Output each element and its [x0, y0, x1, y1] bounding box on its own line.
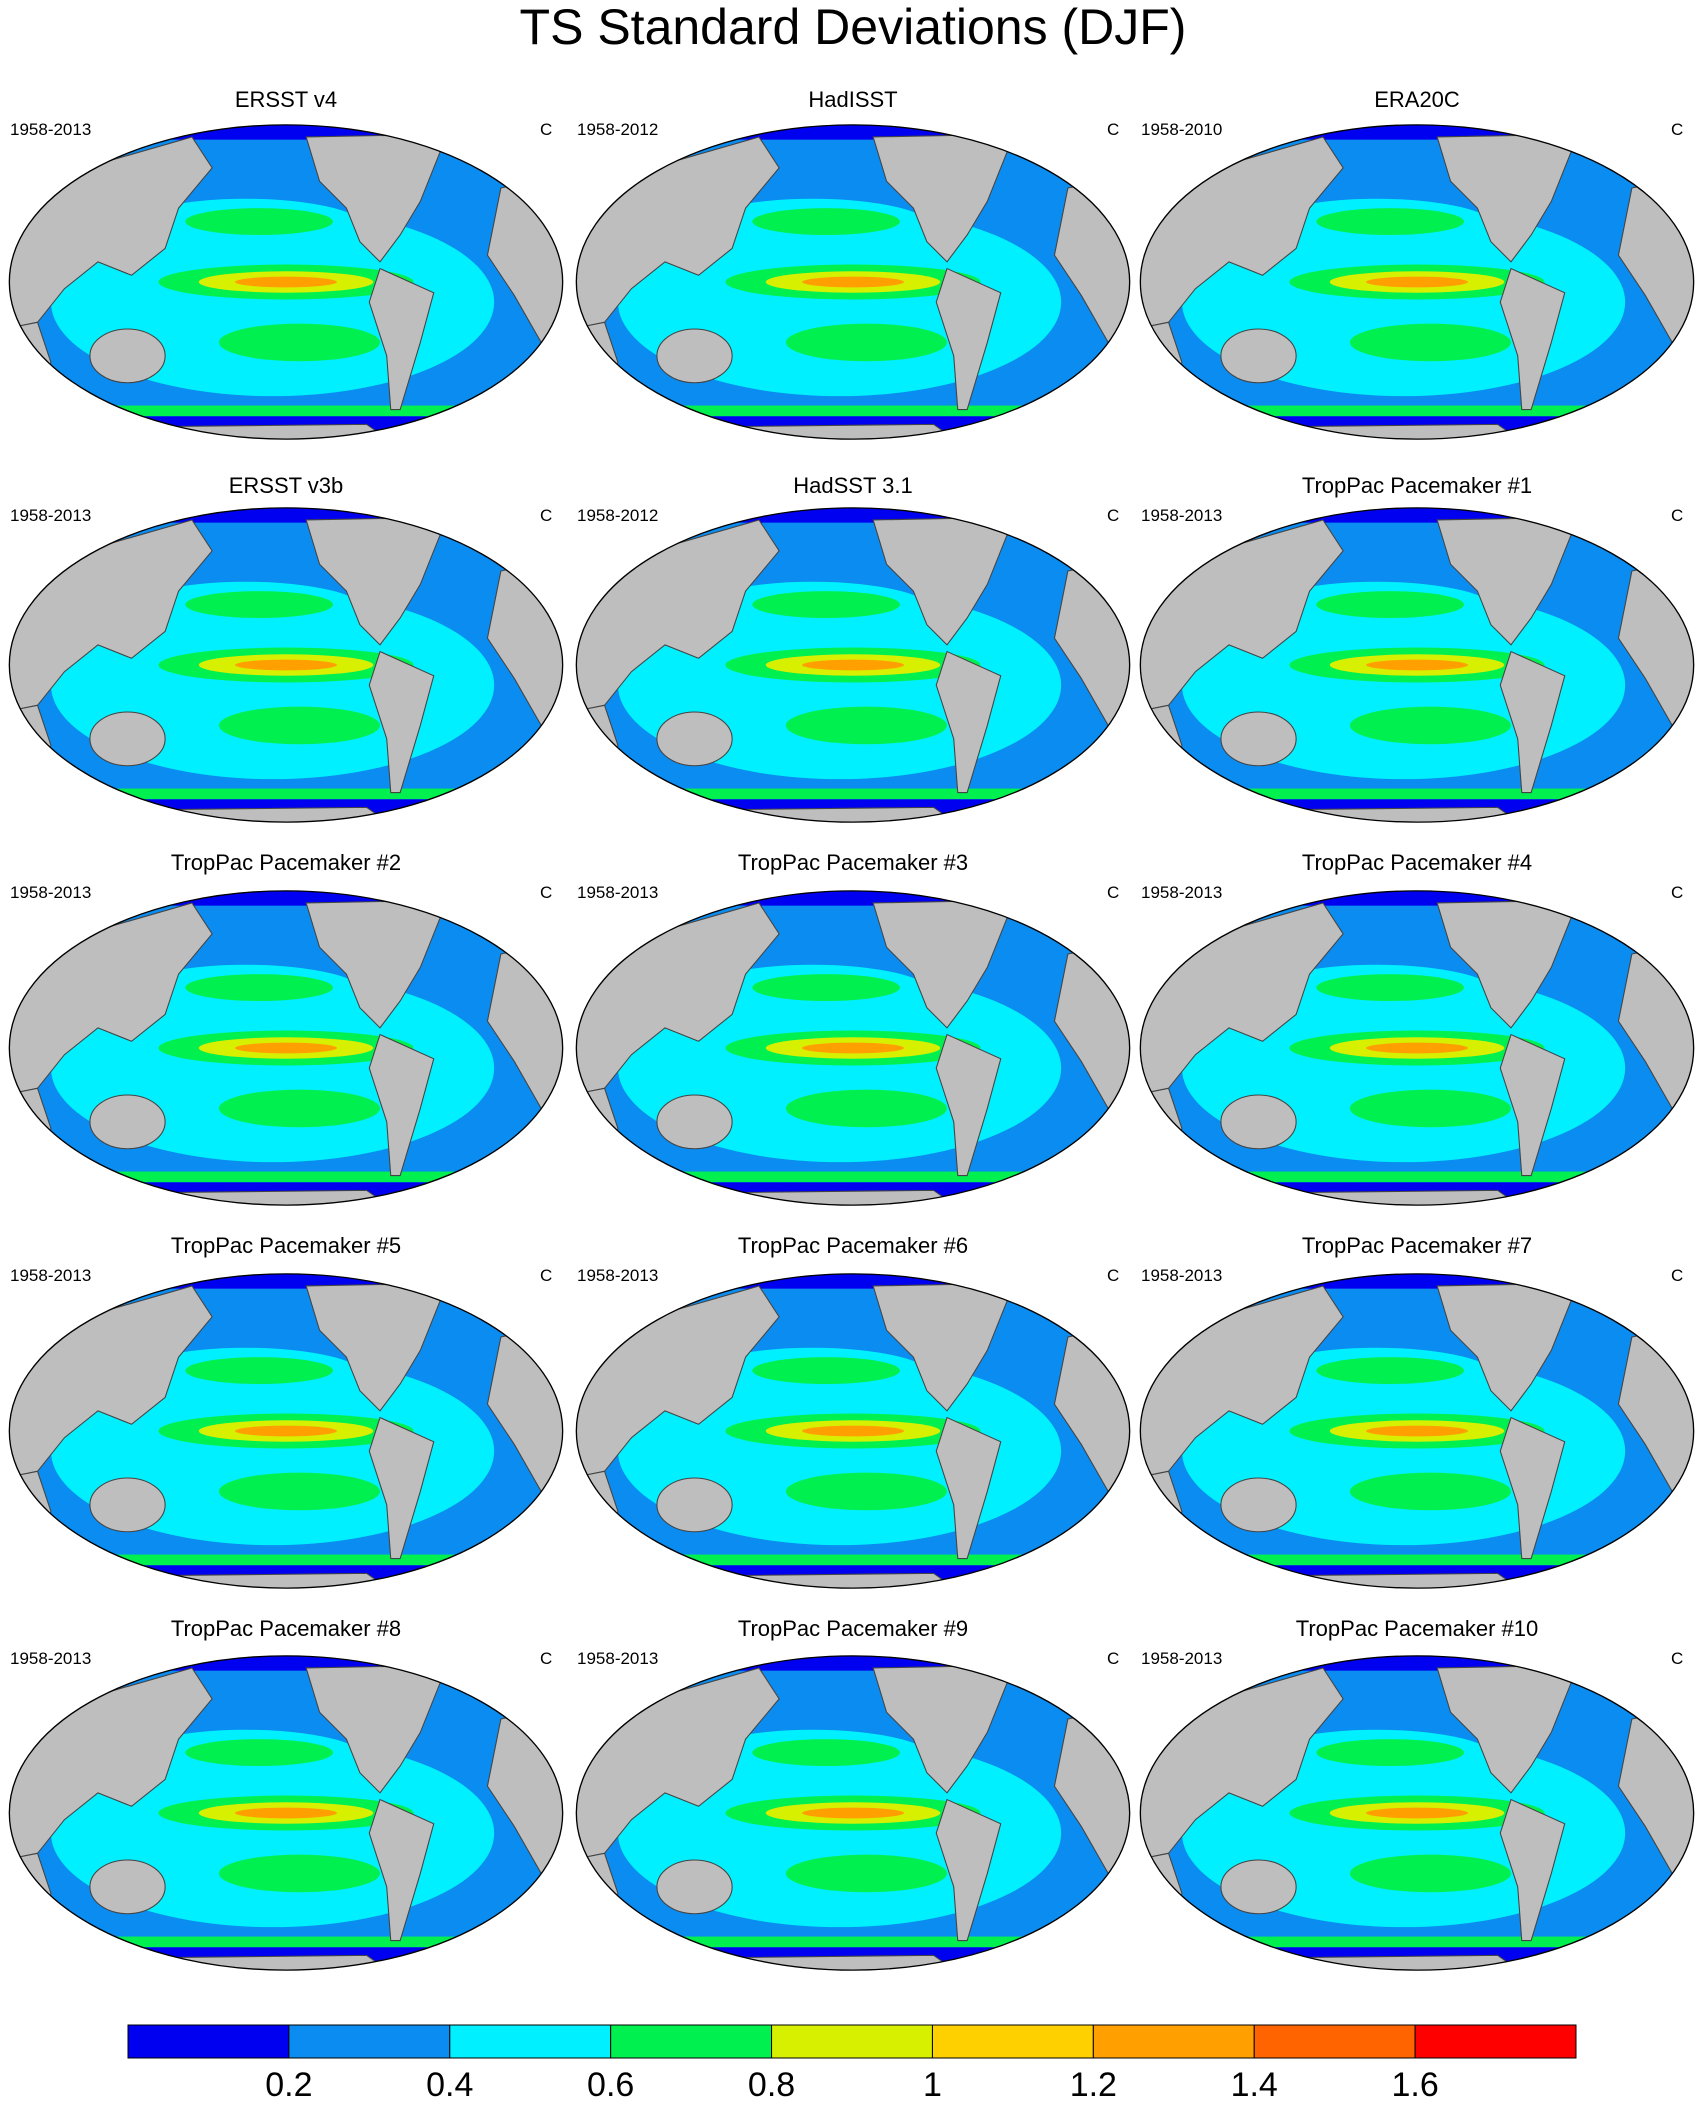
figure-title: TS Standard Deviations (DJF) — [520, 0, 1187, 55]
panel-units: C — [1107, 1266, 1119, 1285]
world-map — [4, 504, 568, 826]
panel-title: HadSST 3.1 — [793, 473, 912, 498]
map-panel: ERSST v4 1958-2013 C — [4, 87, 568, 443]
panel-title: ERSST v3b — [229, 473, 344, 498]
panel-years: 1958-2013 — [577, 1649, 658, 1668]
map-panel: TropPac Pacemaker #3 1958-2013 C — [571, 850, 1135, 1209]
panel-years: 1958-2013 — [577, 1266, 658, 1285]
map-panel: ERA20C 1958-2010 C — [1135, 87, 1699, 443]
panel-years: 1958-2010 — [1141, 120, 1222, 139]
panel-title: TropPac Pacemaker #7 — [1302, 1233, 1532, 1258]
world-map — [4, 121, 568, 443]
world-map — [571, 504, 1135, 826]
colorbar-label: 1.2 — [1070, 2066, 1117, 2104]
panel-years: 1958-2013 — [1141, 506, 1222, 525]
colorbar-box — [771, 2024, 933, 2059]
panel-years: 1958-2013 — [10, 883, 91, 902]
panel-units: C — [1671, 506, 1683, 525]
panel-title: TropPac Pacemaker #10 — [1296, 1616, 1539, 1641]
world-map — [571, 887, 1135, 1209]
panel-title: TropPac Pacemaker #9 — [738, 1616, 968, 1641]
map-panel: HadSST 3.1 1958-2012 C — [571, 473, 1135, 826]
panel-years: 1958-2013 — [10, 1649, 91, 1668]
world-map — [4, 1652, 568, 1974]
map-panel: ERSST v3b 1958-2013 C — [4, 473, 568, 826]
panel-years: 1958-2013 — [1141, 883, 1222, 902]
panel-title: TropPac Pacemaker #4 — [1302, 850, 1532, 875]
map-panel: TropPac Pacemaker #10 1958-2013 C — [1135, 1616, 1699, 1974]
panel-units: C — [540, 883, 552, 902]
panel-title: TropPac Pacemaker #1 — [1302, 473, 1532, 498]
panel-years: 1958-2012 — [577, 506, 658, 525]
colorbar-label: 1 — [923, 2066, 942, 2104]
panel-units: C — [540, 506, 552, 525]
panel-years: 1958-2013 — [1141, 1266, 1222, 1285]
panel-title: ERSST v4 — [235, 87, 337, 112]
panel-units: C — [1671, 1649, 1683, 1668]
map-panel: TropPac Pacemaker #2 1958-2013 C — [4, 850, 568, 1209]
world-map — [4, 887, 568, 1209]
panel-years: 1958-2013 — [10, 120, 91, 139]
map-panel: TropPac Pacemaker #1 1958-2013 C — [1135, 473, 1699, 826]
panel-units: C — [1107, 1649, 1119, 1668]
colorbar-box — [610, 2024, 773, 2059]
panel-units: C — [1671, 1266, 1683, 1285]
panel-years: 1958-2013 — [10, 1266, 91, 1285]
map-panel: TropPac Pacemaker #6 1958-2013 C — [571, 1233, 1135, 1592]
colorbar-box — [931, 2024, 1094, 2059]
panel-units: C — [1671, 120, 1683, 139]
colorbar-label: 1.6 — [1391, 2066, 1438, 2104]
panel-title: TropPac Pacemaker #3 — [738, 850, 968, 875]
colorbar-label: 0.6 — [587, 2066, 634, 2104]
colorbar-label: 0.2 — [265, 2066, 312, 2104]
world-map — [571, 1652, 1135, 1974]
map-panel: HadISST 1958-2012 C — [571, 87, 1135, 443]
map-panel: TropPac Pacemaker #5 1958-2013 C — [4, 1233, 568, 1592]
panel-title: TropPac Pacemaker #6 — [738, 1233, 968, 1258]
panel-units: C — [1107, 883, 1119, 902]
panel-years: 1958-2012 — [577, 120, 658, 139]
world-map — [1135, 1652, 1699, 1974]
map-panel: TropPac Pacemaker #7 1958-2013 C — [1135, 1233, 1699, 1592]
panel-units: C — [1107, 120, 1119, 139]
panel-units: C — [1671, 883, 1683, 902]
colorbar-box — [127, 2024, 290, 2059]
panel-units: C — [540, 120, 552, 139]
map-panel: TropPac Pacemaker #9 1958-2013 C — [571, 1616, 1135, 1974]
panel-title: HadISST — [808, 87, 897, 112]
colorbar-box — [1092, 2024, 1255, 2059]
panel-title: ERA20C — [1374, 87, 1460, 112]
panel-units: C — [540, 1266, 552, 1285]
colorbar-label: 0.4 — [426, 2066, 473, 2104]
map-panel: TropPac Pacemaker #4 1958-2013 C — [1135, 850, 1699, 1209]
panel-units: C — [1107, 506, 1119, 525]
world-map — [4, 1270, 568, 1592]
panel-title: TropPac Pacemaker #8 — [171, 1616, 401, 1641]
panel-title: TropPac Pacemaker #5 — [171, 1233, 401, 1258]
colorbar-box — [1253, 2024, 1416, 2059]
panel-years: 1958-2013 — [1141, 1649, 1222, 1668]
world-map — [571, 121, 1135, 443]
panel-title: TropPac Pacemaker #2 — [171, 850, 401, 875]
world-map — [1135, 1270, 1699, 1592]
map-panel: TropPac Pacemaker #8 1958-2013 C — [4, 1616, 568, 1974]
world-map — [571, 1270, 1135, 1592]
colorbar-box — [449, 2024, 612, 2059]
colorbar-label: 1.4 — [1231, 2066, 1278, 2104]
panel-units: C — [540, 1649, 552, 1668]
panel-years: 1958-2013 — [10, 506, 91, 525]
world-map — [1135, 504, 1699, 826]
colorbar-box — [288, 2024, 451, 2059]
world-map — [1135, 887, 1699, 1209]
panel-years: 1958-2013 — [577, 883, 658, 902]
colorbar-label: 0.8 — [748, 2066, 795, 2104]
world-map — [1135, 121, 1699, 443]
colorbar-box — [1414, 2024, 1577, 2059]
